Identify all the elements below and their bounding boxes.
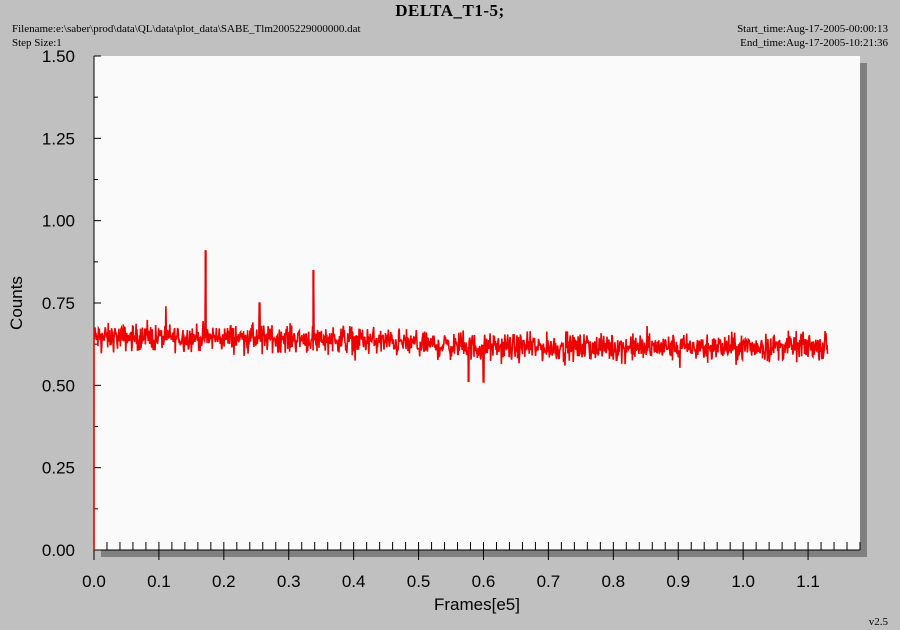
y-tick-label: 1.00 — [42, 212, 75, 231]
y-tick-label: 0.75 — [42, 294, 75, 313]
y-tick-label: 0.25 — [42, 459, 75, 478]
y-tick-label: 0.50 — [42, 376, 75, 395]
x-tick-label: 0.3 — [277, 572, 301, 591]
filename-label: Filename:e:\saber\prod\data\QL\data\plot… — [12, 23, 361, 35]
x-tick-label: 0.8 — [602, 572, 626, 591]
chart-title: DELTA_T1-5; — [395, 1, 505, 20]
data-series — [93, 250, 829, 550]
x-tick-label: 0.2 — [212, 572, 236, 591]
x-tick-label: 0.6 — [472, 572, 496, 591]
x-tick-label: 0.0 — [82, 572, 106, 591]
x-tick-label: 0.5 — [407, 572, 431, 591]
x-tick-label: 0.7 — [537, 572, 561, 591]
x-tick-label: 1.1 — [796, 572, 820, 591]
y-tick-label: 1.25 — [42, 129, 75, 148]
version-label: v2.5 — [868, 616, 888, 628]
axes: 0.00 0.25 0.50 0.75 1.00 1.25 1.50 0.0 0.1 0.2 0.3… — [42, 47, 861, 591]
x-tick-label: 0.1 — [147, 572, 171, 591]
start-time-label: Start_time:Aug-17-2005-00:00:13 — [737, 23, 888, 35]
x-axis-label: Frames[e5] — [434, 595, 520, 614]
y-axis-label: Counts — [7, 276, 26, 330]
x-tick-label: 1.0 — [731, 572, 755, 591]
y-tick-label: 1.50 — [42, 47, 75, 66]
end-time-label: End_time:Aug-17-2005-10:21:36 — [740, 37, 888, 49]
x-tick-label: 0.9 — [666, 572, 690, 591]
plot-area — [94, 56, 860, 550]
y-tick-label: 0.00 — [42, 541, 75, 560]
x-tick-label: 0.4 — [342, 572, 366, 591]
step-size-label: Step Size:1 — [12, 37, 62, 49]
series-line — [93, 250, 829, 550]
